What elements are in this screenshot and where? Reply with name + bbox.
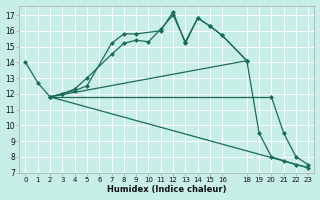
X-axis label: Humidex (Indice chaleur): Humidex (Indice chaleur) — [107, 185, 227, 194]
